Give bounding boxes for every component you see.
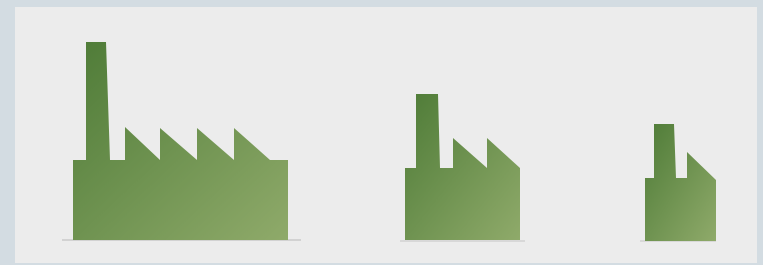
scene [0,0,763,265]
page [0,0,763,265]
